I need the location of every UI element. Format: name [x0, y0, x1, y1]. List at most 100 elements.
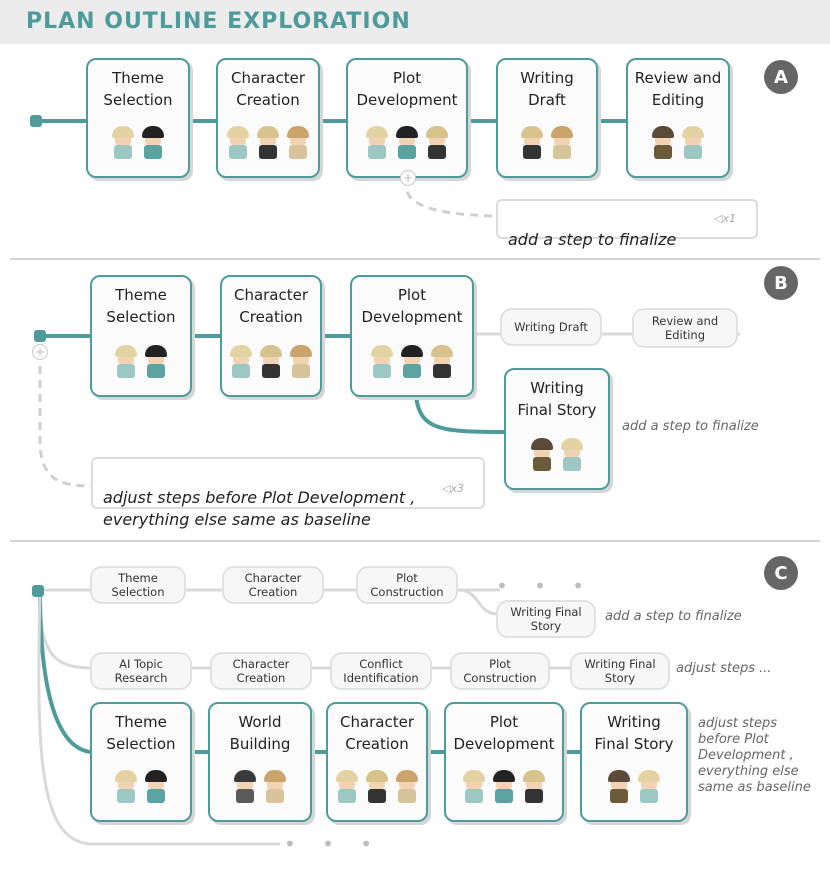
- agent-avatar-icon: [285, 126, 311, 162]
- agent-avatars: [348, 126, 466, 162]
- c-row2-pill-5[interactable]: Writing Final Story: [570, 652, 670, 690]
- step-label: Review and Editing: [634, 69, 722, 109]
- step-label: Character Creation: [230, 69, 306, 109]
- section-b-prompt-text: adjust steps before Plot Development , e…: [103, 488, 416, 529]
- c-row1-pill-3[interactable]: Plot Construction: [356, 566, 458, 604]
- c-row2-pill-3[interactable]: Conflict Identification: [330, 652, 432, 690]
- section-a-send-count: x1: [722, 212, 736, 225]
- agent-avatar-icon: [288, 345, 314, 381]
- agent-avatar-icon: [394, 770, 420, 806]
- step-label: Plot Development: [356, 69, 458, 109]
- plan-step-node[interactable]: Plot Development: [346, 58, 468, 178]
- section-b-start-node[interactable]: [34, 330, 46, 342]
- plan-step-node[interactable]: Theme Selection: [90, 702, 192, 822]
- agent-avatar-icon: [143, 345, 169, 381]
- c-row1-pill-2[interactable]: Character Creation: [222, 566, 324, 604]
- agent-avatars: [222, 345, 320, 381]
- agent-avatars: [352, 345, 472, 381]
- plan-step-node[interactable]: Plot Development: [350, 275, 474, 397]
- agent-avatar-icon: [364, 126, 390, 162]
- step-label: Character Creation: [339, 713, 415, 753]
- plan-step-node[interactable]: Theme Selection: [86, 58, 190, 178]
- c-row1-branch-pill[interactable]: Writing Final Story: [496, 600, 596, 638]
- agent-avatars: [582, 770, 686, 806]
- agent-avatar-icon: [606, 770, 632, 806]
- agent-avatar-icon: [519, 126, 545, 162]
- agent-avatar-icon: [255, 126, 281, 162]
- step-label: World Building: [229, 713, 291, 753]
- agent-avatar-icon: [549, 126, 575, 162]
- agent-avatar-icon: [529, 438, 555, 474]
- agent-avatars: [628, 126, 728, 162]
- agent-avatar-icon: [143, 770, 169, 806]
- agent-avatar-icon: [113, 345, 139, 381]
- step-label: Plot Development: [453, 713, 555, 753]
- agent-avatar-icon: [491, 770, 517, 806]
- step-label: Writing Final Story: [517, 379, 597, 419]
- c-row1-pill-1[interactable]: Theme Selection: [90, 566, 186, 604]
- plan-step-node[interactable]: Character Creation: [326, 702, 428, 822]
- agent-avatar-icon: [113, 770, 139, 806]
- section-a-prompt[interactable]: add a step to finalize: [496, 199, 758, 249]
- agent-avatars: [92, 345, 190, 381]
- section-c-badge: C: [764, 556, 798, 590]
- plan-step-node[interactable]: Writing Final Story: [580, 702, 688, 822]
- agent-avatar-icon: [650, 126, 676, 162]
- c-row1-note: add a step to finalize: [605, 609, 742, 624]
- agent-avatar-icon: [559, 438, 585, 474]
- agent-avatar-icon: [521, 770, 547, 806]
- plan-step-node[interactable]: Writing Draft: [496, 58, 598, 178]
- section-b-badge: B: [764, 266, 798, 300]
- step-label: Writing Final Story: [594, 713, 674, 753]
- step-label: Theme Selection: [103, 69, 173, 109]
- section-c-start-node[interactable]: [32, 585, 44, 597]
- plan-step-node[interactable]: Review and Editing: [626, 58, 730, 178]
- c-row2-pill-1[interactable]: AI Topic Research: [90, 652, 192, 690]
- agent-avatars: [88, 126, 188, 162]
- add-step-plus-icon[interactable]: +: [400, 170, 416, 186]
- plan-step-node[interactable]: Plot Development: [444, 702, 564, 822]
- agent-avatar-icon: [636, 770, 662, 806]
- divider-bc: [10, 540, 820, 542]
- section-a-badge: A: [764, 60, 798, 94]
- c-row4-more-dots: • • •: [284, 832, 383, 856]
- agent-avatar-icon: [110, 126, 136, 162]
- c-row2-note: adjust steps ...: [676, 661, 772, 676]
- plan-step-node[interactable]: Theme Selection: [90, 275, 192, 397]
- agent-avatars: [446, 770, 562, 806]
- agent-avatar-icon: [424, 126, 450, 162]
- pill-writing-draft[interactable]: Writing Draft: [500, 308, 602, 346]
- c-row3-note: adjust steps before Plot Development , e…: [698, 716, 811, 795]
- section-a-prompt-text: add a step to finalize: [508, 230, 677, 249]
- agent-avatar-icon: [232, 770, 258, 806]
- agent-avatars: [328, 770, 426, 806]
- section-b-plus-icon[interactable]: +: [32, 344, 48, 360]
- plan-step-node[interactable]: Character Creation: [216, 58, 320, 178]
- section-b-note: add a step to finalize: [622, 419, 759, 434]
- divider-ab: [10, 258, 820, 260]
- agent-avatar-icon: [399, 345, 425, 381]
- agent-avatar-icon: [258, 345, 284, 381]
- page-title: PLAN OUTLINE EXPLORATION: [26, 9, 411, 34]
- agent-avatars: [92, 770, 190, 806]
- agent-avatar-icon: [369, 345, 395, 381]
- agent-avatars: [498, 126, 596, 162]
- agent-avatar-icon: [680, 126, 706, 162]
- agent-avatar-icon: [228, 345, 254, 381]
- c-row2-pill-2[interactable]: Character Creation: [210, 652, 312, 690]
- plan-step-node[interactable]: Writing Final Story: [504, 368, 610, 490]
- section-b-send-icon[interactable]: ◁x3: [442, 482, 464, 495]
- section-b-send-count: x3: [450, 482, 464, 495]
- step-label: Writing Draft: [520, 69, 574, 109]
- header-bar: PLAN OUTLINE EXPLORATION: [0, 0, 830, 44]
- step-label: Theme Selection: [106, 286, 176, 326]
- section-a-send-icon[interactable]: ◁x1: [714, 212, 736, 225]
- plan-step-node[interactable]: Character Creation: [220, 275, 322, 397]
- section-b-prompt[interactable]: adjust steps before Plot Development , e…: [91, 457, 485, 529]
- agent-avatar-icon: [364, 770, 390, 806]
- step-label: Character Creation: [233, 286, 309, 326]
- plan-step-node[interactable]: World Building: [208, 702, 312, 822]
- section-a-start-node[interactable]: [30, 115, 42, 127]
- pill-review-editing[interactable]: Review and Editing: [632, 308, 738, 348]
- c-row2-pill-4[interactable]: Plot Construction: [450, 652, 550, 690]
